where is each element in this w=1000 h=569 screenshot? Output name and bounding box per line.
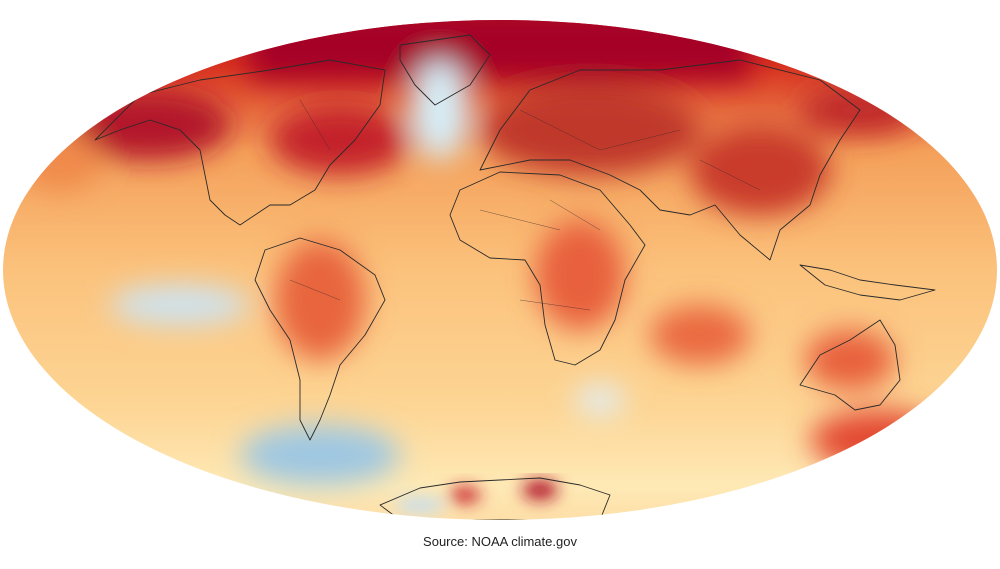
source-caption: Source: NOAA climate.gov [423,534,577,549]
southern-cool [240,425,400,485]
antarctic-cool [395,497,445,513]
eurasia-hot [480,85,700,175]
greenland [399,34,491,106]
africa [449,171,646,366]
australia-warm [805,330,895,390]
canada-hot [270,105,410,175]
asia-hot [690,125,830,215]
arctic-hot [250,20,750,80]
eurasia [479,59,861,261]
south-america [254,237,386,441]
indian-warm [650,305,750,365]
antarctic-field [395,480,558,513]
antarctic-hot [522,480,558,500]
pacific-warm [20,130,100,190]
australia [799,319,901,411]
indonesia [799,264,936,301]
base-field [3,20,997,520]
tasman-warm [810,410,950,470]
borders [289,99,761,311]
north-america [94,59,386,226]
antarctic-hot-2 [449,487,481,503]
samerica-warm [275,240,365,360]
south-atlantic-cool [575,385,625,415]
pacific-cool [110,285,250,325]
globe [3,20,997,520]
anomaly-field [20,20,950,485]
coastlines [94,34,936,520]
antarctica [379,477,611,520]
africa-warm [535,220,625,330]
atlantic-cool [410,60,470,160]
